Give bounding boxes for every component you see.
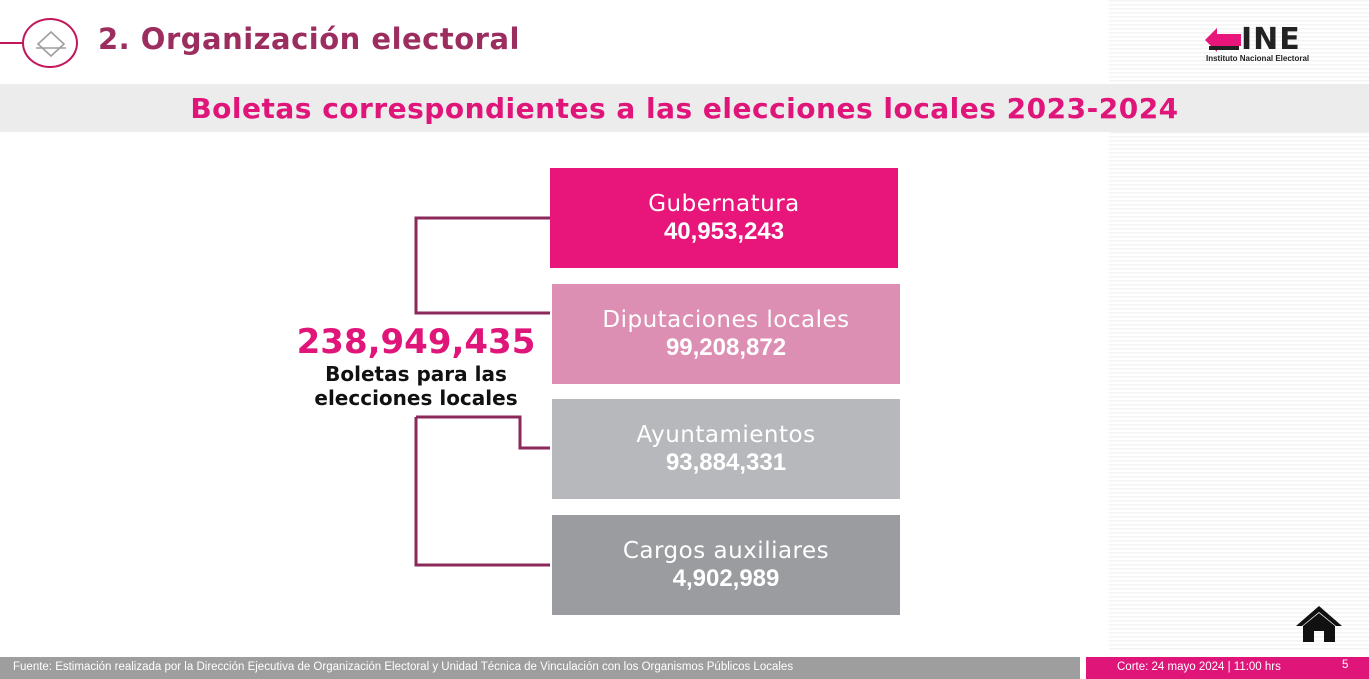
box-label: Gubernatura [648,191,800,217]
page-title: 2. Organización electoral [98,22,520,56]
connector-lines [414,216,550,567]
footer-date: Corte: 24 mayo 2024 | 11:00 hrs [1117,661,1281,673]
total-block: 238,949,435 Boletas para las elecciones … [296,322,536,410]
ine-logo: INE Instituto Nacional Electoral [1205,25,1335,65]
box-ayuntamientos: Ayuntamientos 93,884,331 [552,399,900,499]
box-gubernatura: Gubernatura 40,953,243 [550,168,898,268]
box-value: 93,884,331 [665,449,787,476]
section-line [0,42,24,44]
box-value: 4,902,989 [672,565,780,592]
box-value: 99,208,872 [665,334,787,361]
logo-caption: Instituto Nacional Electoral [1206,54,1310,63]
box-label: Cargos auxiliares [622,538,830,564]
subtitle-bar: Boletas correspondientes a las eleccione… [0,84,1369,132]
box-value: 40,953,243 [663,218,785,245]
box-diputaciones-locales: Diputaciones locales 99,208,872 [552,284,900,384]
logo-wordmark: INE [1241,22,1301,57]
box-label: Diputaciones locales [602,307,850,333]
total-caption: Boletas para las elecciones locales [314,362,518,410]
ballot-diamond-icon [22,18,78,68]
page-number: 5 [1342,659,1349,671]
ine-arrow-logo-icon [1205,28,1241,52]
total-value: 238,949,435 [296,322,536,362]
footer-date-bar: Corte: 24 mayo 2024 | 11:00 hrs 5 [1086,657,1369,679]
home-icon[interactable] [1294,604,1344,648]
footer-source-bar: Fuente: Estimación realizada por la Dire… [0,657,1080,679]
footer-source: Fuente: Estimación realizada por la Dire… [13,661,794,673]
subtitle: Boletas correspondientes a las eleccione… [190,92,1179,125]
box-cargos-auxiliares: Cargos auxiliares 4,902,989 [552,515,900,615]
box-label: Ayuntamientos [636,422,816,448]
